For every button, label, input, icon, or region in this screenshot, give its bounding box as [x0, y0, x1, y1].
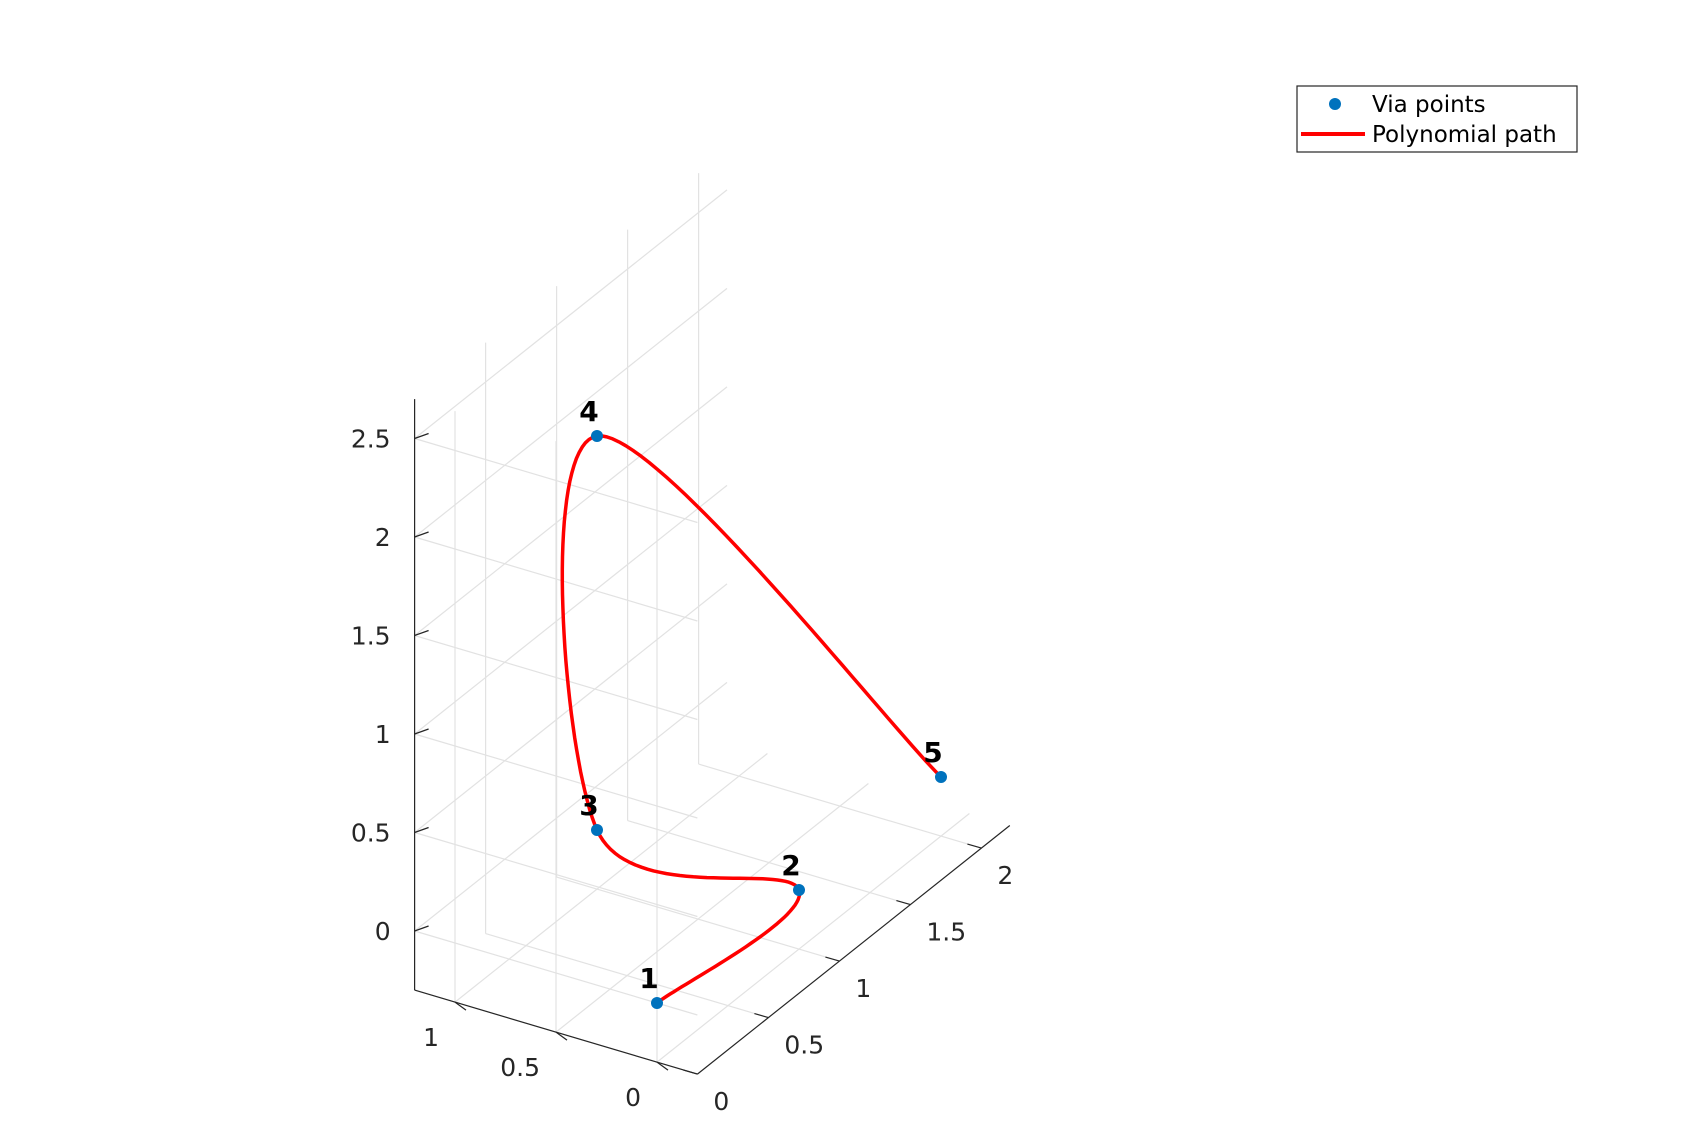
- y-tick-label-3: 1.5: [926, 918, 966, 947]
- via-point-3: [591, 824, 603, 836]
- z-tick-label-2: 1: [375, 720, 391, 749]
- y-tick-4: [967, 843, 982, 849]
- via-point-label-5: 5: [923, 736, 942, 769]
- z-tick-0: [414, 925, 429, 932]
- x-tick-2: [454, 1001, 467, 1011]
- grid-floor-x-2: [454, 753, 768, 1003]
- polynomial-path-line: [560, 434, 943, 1005]
- grid-floor-y-4: [698, 763, 982, 849]
- grid-left-z-5: [414, 437, 698, 524]
- y-tick-0: [683, 1069, 698, 1075]
- z-tick-5: [414, 432, 429, 440]
- z-tick-label-4: 2: [375, 523, 391, 552]
- z-tick-1: [414, 826, 429, 834]
- via-point-2: [793, 884, 805, 896]
- grid-back-z-5: [414, 189, 728, 439]
- via-point-1: [651, 997, 663, 1009]
- x-tick-label-1: 0.5: [500, 1053, 540, 1082]
- via-point-label-2: 2: [781, 849, 800, 882]
- legend-path-label: Polynomial path: [1372, 122, 1557, 148]
- grid-back-z-3: [414, 386, 728, 636]
- y-tick-3: [896, 900, 911, 906]
- grid-layer: [414, 173, 982, 1075]
- z-tick-4: [414, 531, 429, 538]
- z-tick-label-5: 2.5: [351, 425, 391, 454]
- grid-floor-x-1: [555, 783, 869, 1033]
- y-tick-1: [754, 1013, 769, 1019]
- grid-left-z-4: [414, 536, 698, 622]
- z-tick-3: [414, 629, 429, 637]
- z-tick-label-1: 0.5: [351, 819, 391, 848]
- x-tick-label-0: 0: [625, 1083, 641, 1112]
- grid-back-z-0: [414, 681, 728, 932]
- via-point-5: [935, 771, 947, 783]
- z-tick-2: [414, 728, 429, 735]
- grid-floor-y-3: [627, 820, 911, 906]
- y-tick-label-0: 0: [713, 1087, 729, 1116]
- grid-back-z-2: [414, 484, 728, 735]
- y-axis-line: [697, 825, 1011, 1075]
- grid-floor-y-2: [556, 876, 840, 962]
- legend-via-points-label: Via points: [1372, 92, 1486, 118]
- x-tick-0: [656, 1061, 669, 1071]
- grid-floor-y-1: [485, 933, 769, 1019]
- z-tick-label-0: 0: [375, 917, 391, 946]
- via-point-label-3: 3: [579, 789, 598, 822]
- via-point-4: [591, 430, 603, 442]
- via-points-layer: 1 2 3 4 5: [579, 395, 947, 1009]
- z-tick-label-3: 1.5: [351, 622, 391, 651]
- grid-left-z-0: [414, 930, 698, 1016]
- y-tick-label-2: 1: [855, 974, 871, 1003]
- legend: Via points Polynomial path: [1296, 85, 1578, 153]
- grid-left-z-2: [414, 733, 698, 819]
- via-point-label-4: 4: [579, 395, 598, 428]
- y-tick-label-1: 0.5: [784, 1031, 824, 1060]
- grid-floor-x-0: [656, 813, 970, 1063]
- via-point-label-1: 1: [639, 962, 658, 995]
- y-tick-label-4: 2: [997, 861, 1013, 890]
- grid-left-z-3: [414, 634, 698, 721]
- grid-back-z-4: [414, 287, 728, 538]
- y-tick-2: [825, 956, 840, 962]
- x-tick-label-2: 1: [423, 1023, 439, 1052]
- x-tick-1: [555, 1031, 568, 1041]
- grid-left-z-1: [414, 831, 698, 918]
- axes-layer: 0 0.5 1 0 0.5 1 1.5 2 0 0.5 1 1.5 2 2.5: [351, 399, 1013, 1116]
- legend-via-points-marker: [1329, 98, 1341, 110]
- path-layer: [560, 434, 943, 1005]
- legend-box: [1296, 85, 1578, 153]
